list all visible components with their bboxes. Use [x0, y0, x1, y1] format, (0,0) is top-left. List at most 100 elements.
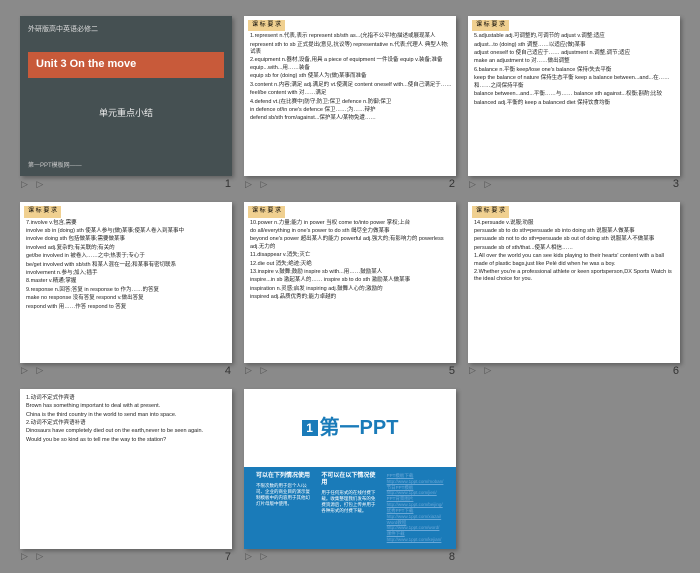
nav-icon[interactable]: ▷ ▷	[21, 179, 46, 190]
line: feel/be content with 对……满足	[250, 90, 452, 97]
line: 1.represent n.代表,表示 represent sb/sth as.…	[250, 33, 452, 40]
logo-area: 1 第一PPT	[244, 389, 456, 467]
slide-1-cover: 外研版高中英语必修二 Unit 3 On the move 单元重点小结 第一P…	[20, 16, 232, 176]
slide-footer-8: ▷ ▷ 8	[244, 549, 456, 563]
line: persuade sb of sth/that...使某人相信……	[474, 245, 676, 252]
line: 11.disappear v.消失;灭亡	[250, 252, 452, 259]
col-body: 用于任何形式的在线付费下载。收集整理我们发布的免费资源后，打包上传并用于各种形式…	[321, 490, 378, 513]
cover-title: Unit 3 On the move	[28, 52, 224, 77]
links-col: PPT模板下载 http://www.1ppt.com/moban/ 节日PPT…	[383, 473, 448, 543]
slide-wrap-1: 外研版高中英语必修二 Unit 3 On the move 单元重点小结 第一P…	[20, 16, 232, 190]
slide-body: 5.adjustable adj.可调整的,可调节的 adjust v.调整;适…	[468, 33, 680, 112]
slide-header: 课 标 要 求	[248, 20, 285, 31]
line: balance between...and...平衡……与…… balance …	[474, 91, 676, 98]
line: Brown has something important to deal wi…	[26, 403, 228, 410]
line: 6.balance n.平衡 keep/lose one's balance 保…	[474, 67, 676, 74]
line: 2.动词不定式作宾语补语	[26, 420, 228, 427]
slide-number: 6	[673, 365, 679, 377]
slide-number: 3	[673, 178, 679, 190]
nav-icon[interactable]: ▷ ▷	[245, 551, 270, 562]
line: 9.response n.回答;答复 in response to 作为……的答…	[26, 287, 228, 294]
slide-footer-5: ▷ ▷ 5	[244, 363, 456, 377]
line: 2.equipment n.器材,设备,用具 a piece of equipm…	[250, 57, 452, 72]
slide-body: 7.involve v.包含,需要 involve sb in (doing) …	[20, 220, 232, 317]
slide-number: 5	[449, 365, 455, 377]
link[interactable]: 课件下载 http://www.1ppt.com/kejian/	[387, 531, 444, 543]
link[interactable]: Word教程 http://www.1ppt.com/word/	[387, 520, 444, 532]
slide-6: 课 标 要 求 14.persuade v.说服;劝服 persuade sb …	[468, 202, 680, 362]
slide-footer-3: ▷ ▷ 3	[468, 176, 680, 190]
line: be/get involved with sb/sth 和某人混在一起;和某事有…	[26, 262, 228, 269]
line: balanced adj.平衡的 keep a balanced diet 保持…	[474, 100, 676, 107]
slide-number: 1	[225, 178, 231, 190]
line: involve sb in (doing) sth 使某人参与(做)某事;使某人…	[26, 228, 228, 235]
cover-site: 第一PPT模板网——	[28, 163, 82, 170]
slide-header: 课 标 要 求	[472, 206, 509, 217]
usage-allowed: 可以在下列情况使用 不限次数的用于您个人/公司、企业的商业目的演示复制模板中的内…	[252, 473, 317, 543]
slides-grid: 外研版高中英语必修二 Unit 3 On the move 单元重点小结 第一P…	[0, 0, 700, 573]
slide-body: 1.represent n.代表,表示 represent sb/sth as.…	[244, 33, 456, 128]
link[interactable]: PPT模板下载 http://www.1ppt.com/moban/	[387, 473, 444, 485]
slide-body: 14.persuade v.说服;劝服 persuade sb to do st…	[468, 220, 680, 289]
col-title: 可以在下列情况使用	[256, 473, 313, 480]
line: 1.All over the world you can see kids pl…	[474, 253, 676, 268]
slide-footer-1: ▷ ▷ 1	[20, 176, 232, 190]
logo-square-icon: 1	[302, 420, 318, 436]
slide-7: 1.动词不定式作宾语 Brown has something important…	[20, 389, 232, 549]
line: inspire...in sb 激起某人的…… inspire sb to do…	[250, 277, 452, 284]
line: Would you be so kind as to tell me the w…	[26, 437, 228, 444]
slide-number: 8	[449, 551, 455, 563]
line: China is the third country in the world …	[26, 412, 228, 419]
slide-wrap-5: 课 标 要 求 10.power n.力量;能力 in power 当权 com…	[244, 202, 456, 376]
nav-icon[interactable]: ▷ ▷	[21, 365, 46, 376]
usage-forbidden: 不可以在以下情况使用 用于任何形式的在线付费下载。收集整理我们发布的免费资源后，…	[317, 473, 382, 543]
slide-body: 1.动词不定式作宾语 Brown has something important…	[20, 389, 232, 450]
line: inspiration n.灵感;启发 inspiring adj.鼓舞人心的;…	[250, 286, 452, 293]
slide-footer-7: ▷ ▷ 7	[20, 549, 232, 563]
line: 10.power n.力量;能力 in power 当权 come to/int…	[250, 220, 452, 227]
line: defend sb/sth from/against...保护某人/某物免遭……	[250, 115, 452, 122]
nav-icon[interactable]: ▷ ▷	[245, 365, 270, 376]
slide-wrap-6: 课 标 要 求 14.persuade v.说服;劝服 persuade sb …	[468, 202, 680, 376]
slide-footer-4: ▷ ▷ 4	[20, 363, 232, 377]
slide-wrap-4: 课 标 要 求 7.involve v.包含,需要 involve sb in …	[20, 202, 232, 376]
line: get/be involved in 被卷入……之中;热衷于;专心于	[26, 253, 228, 260]
line: beyond one's power 超出某人的能力 powerful adj.…	[250, 236, 452, 251]
col-title: 不可以在以下情况使用	[321, 473, 378, 487]
line: keep the balance of nature 保持生态平衡 keep a…	[474, 75, 676, 90]
cover-subtitle: 单元重点小结	[28, 108, 224, 119]
line: equip sb for (doing) sth 使某人为(做)某事而准备	[250, 73, 452, 80]
line: persuade sb to do sth=persuade sb into d…	[474, 228, 676, 235]
nav-icon[interactable]: ▷ ▷	[21, 551, 46, 562]
line: make an adjustment to 对……做出调整	[474, 58, 676, 65]
line: 3.content n.内容;满足 adj.满足的 vt.使满足 content…	[250, 82, 452, 89]
slide-header: 课 标 要 求	[24, 206, 61, 217]
line: involved adj.复杂的;有关联的;有关的	[26, 245, 228, 252]
nav-icon[interactable]: ▷ ▷	[469, 365, 494, 376]
col-body: 不限次数的用于您个人/公司、企业的商业目的演示复制模板中的内容用于其他幻灯片母版…	[256, 483, 313, 506]
line: 5.adjustable adj.可调整的,可调节的 adjust v.调整;适…	[474, 33, 676, 40]
slide-5: 课 标 要 求 10.power n.力量;能力 in power 当权 com…	[244, 202, 456, 362]
line: 7.involve v.包含,需要	[26, 220, 228, 227]
slide-wrap-3: 课 标 要 求 5.adjustable adj.可调整的,可调节的 adjus…	[468, 16, 680, 190]
line: involve doing sth 包括做某事;需要做某事	[26, 236, 228, 243]
slide-number: 7	[225, 551, 231, 563]
link[interactable]: PPT背景图片 http://www.1ppt.com/beijing/	[387, 496, 444, 508]
line: respond with 用……作答 respond to 答复	[26, 304, 228, 311]
nav-icon[interactable]: ▷ ▷	[469, 179, 494, 190]
nav-icon[interactable]: ▷ ▷	[245, 179, 270, 190]
slide-3: 课 标 要 求 5.adjustable adj.可调整的,可调节的 adjus…	[468, 16, 680, 176]
link[interactable]: 节日PPT模板 http://www.1ppt.com/jieri/	[387, 485, 444, 497]
link[interactable]: 优秀PPT下载 http://www.1ppt.com/xiazai/	[387, 508, 444, 520]
line: involvement n.参与;加入;插手	[26, 270, 228, 277]
line: 8.master v.精通;掌握	[26, 278, 228, 285]
line: 4.defend vt.(在比赛中)防守;防卫;保卫 defence n.防御;…	[250, 99, 452, 106]
slide-header: 课 标 要 求	[472, 20, 509, 31]
slide-number: 2	[449, 178, 455, 190]
slide-4: 课 标 要 求 7.involve v.包含,需要 involve sb in …	[20, 202, 232, 362]
slide-wrap-2: 课 标 要 求 1.represent n.代表,表示 represent sb…	[244, 16, 456, 190]
line: represent sth to sb 正式提出(意见,抗议等) represe…	[250, 42, 452, 57]
logo-text: 第一PPT	[320, 416, 399, 440]
slide-body: 10.power n.力量;能力 in power 当权 come to/int…	[244, 220, 456, 307]
slide-2: 课 标 要 求 1.represent n.代表,表示 represent sb…	[244, 16, 456, 176]
